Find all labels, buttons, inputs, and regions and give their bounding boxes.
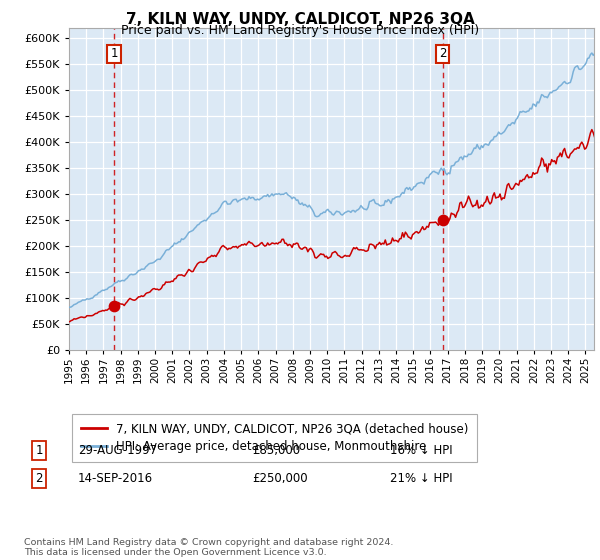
Text: 2: 2 bbox=[35, 472, 43, 486]
Text: 29-AUG-1997: 29-AUG-1997 bbox=[78, 444, 157, 458]
Text: Contains HM Land Registry data © Crown copyright and database right 2024.
This d: Contains HM Land Registry data © Crown c… bbox=[24, 538, 394, 557]
Text: 1: 1 bbox=[35, 444, 43, 458]
Text: £250,000: £250,000 bbox=[252, 472, 308, 486]
Text: 21% ↓ HPI: 21% ↓ HPI bbox=[390, 472, 452, 486]
Legend: 7, KILN WAY, UNDY, CALDICOT, NP26 3QA (detached house), HPI: Average price, deta: 7, KILN WAY, UNDY, CALDICOT, NP26 3QA (d… bbox=[72, 414, 476, 461]
Text: 2: 2 bbox=[439, 48, 446, 60]
Point bbox=[438, 216, 448, 225]
Text: £85,000: £85,000 bbox=[252, 444, 300, 458]
Text: 1: 1 bbox=[110, 48, 118, 60]
Text: Price paid vs. HM Land Registry's House Price Index (HPI): Price paid vs. HM Land Registry's House … bbox=[121, 24, 479, 36]
Text: 16% ↓ HPI: 16% ↓ HPI bbox=[390, 444, 452, 458]
Text: 7, KILN WAY, UNDY, CALDICOT, NP26 3QA: 7, KILN WAY, UNDY, CALDICOT, NP26 3QA bbox=[125, 12, 475, 27]
Text: 14-SEP-2016: 14-SEP-2016 bbox=[78, 472, 153, 486]
Point bbox=[109, 301, 119, 310]
